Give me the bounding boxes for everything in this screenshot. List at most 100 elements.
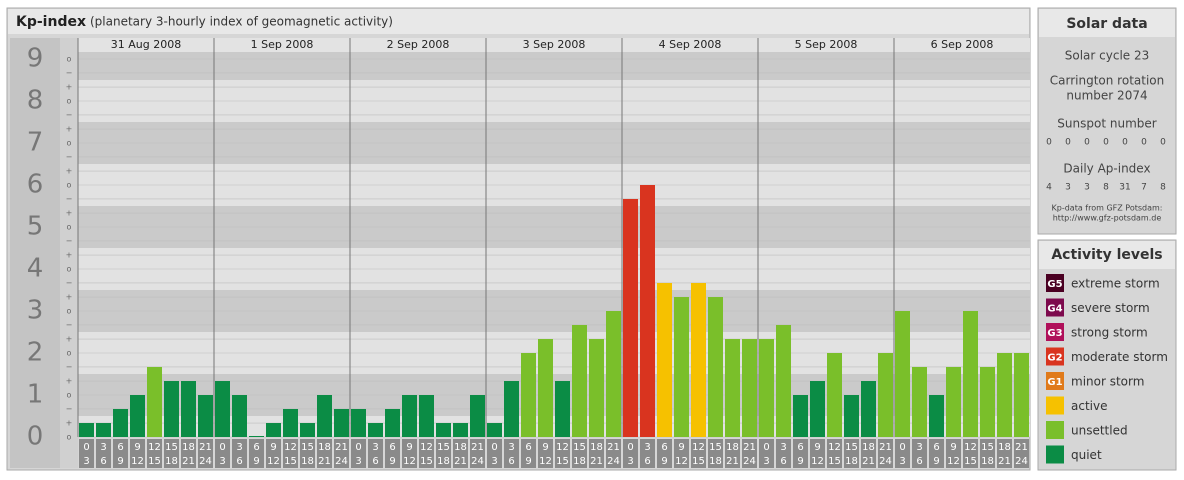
- hour-end: 12: [675, 456, 688, 467]
- bar: [861, 381, 876, 437]
- hour-end: 18: [573, 456, 586, 467]
- hour-cell: [674, 439, 689, 468]
- hour-start: 18: [182, 442, 195, 453]
- hour-start: 0: [355, 442, 361, 453]
- hour-cell: [487, 439, 502, 468]
- hour-start: 6: [253, 442, 259, 453]
- hour-cell: [623, 439, 638, 468]
- hour-end: 15: [284, 456, 297, 467]
- hour-end: 18: [165, 456, 178, 467]
- hour-cell: [640, 439, 655, 468]
- hour-cell: [164, 439, 179, 468]
- minor-tick-label: −: [66, 362, 73, 371]
- hour-start: 21: [471, 442, 484, 453]
- bar: [963, 311, 978, 437]
- hour-end: 12: [267, 456, 280, 467]
- bar: [453, 423, 468, 437]
- hour-cell: [538, 439, 553, 468]
- y-tick-label: 3: [27, 296, 44, 326]
- hour-cell: [827, 439, 842, 468]
- hour-end: 6: [236, 456, 242, 467]
- hour-start: 21: [607, 442, 620, 453]
- date-label: 3 Sep 2008: [523, 38, 586, 51]
- bar: [725, 339, 740, 437]
- hour-end: 3: [899, 456, 905, 467]
- hour-end: 18: [845, 456, 858, 467]
- bar: [266, 423, 281, 437]
- bar: [232, 395, 247, 437]
- solar-cycle: Solar cycle 23: [1065, 49, 1150, 63]
- chart-subtitle: (planetary 3-hourly index of geomagnetic…: [90, 15, 393, 29]
- minor-tick-label: −: [66, 68, 73, 77]
- chart-title: Kp-index: [16, 14, 86, 30]
- legend-swatch: [1046, 445, 1064, 464]
- minor-tick-label: −: [66, 278, 73, 287]
- hour-cell: [844, 439, 859, 468]
- hour-start: 21: [199, 442, 212, 453]
- hour-cell: [130, 439, 145, 468]
- hour-start: 18: [998, 442, 1011, 453]
- hour-cell: [1014, 439, 1029, 468]
- hour-cell: [997, 439, 1012, 468]
- hour-cell: [249, 439, 264, 468]
- bar: [827, 353, 842, 437]
- hour-end: 15: [556, 456, 569, 467]
- bar: [606, 311, 621, 437]
- bar: [96, 423, 111, 437]
- y-tick-label: 5: [27, 212, 44, 242]
- date-label: 31 Aug 2008: [111, 38, 181, 51]
- legend-code: G5: [1047, 279, 1062, 290]
- hour-start: 6: [661, 442, 667, 453]
- hour-start: 0: [219, 442, 225, 453]
- minor-tick-label: +: [66, 377, 73, 386]
- bar: [436, 423, 451, 437]
- legend-swatch: [1046, 274, 1064, 292]
- hour-end: 9: [797, 456, 803, 467]
- bar: [385, 408, 400, 437]
- hour-cell: [181, 439, 196, 468]
- hour-cell: [589, 439, 604, 468]
- bar: [912, 366, 927, 437]
- hour-start: 15: [981, 442, 994, 453]
- bar: [147, 366, 162, 437]
- hour-end: 6: [644, 456, 650, 467]
- sunspot-value: 0: [1065, 138, 1071, 148]
- hour-end: 3: [627, 456, 633, 467]
- bar: [113, 408, 128, 437]
- hour-start: 9: [134, 442, 140, 453]
- solar-title: Solar data: [1066, 16, 1147, 32]
- hour-cell: [929, 439, 944, 468]
- legend-code: G3: [1047, 328, 1062, 339]
- hour-end: 24: [607, 456, 620, 467]
- legend-code: G4: [1047, 304, 1062, 315]
- hour-start: 6: [525, 442, 531, 453]
- hour-cell: [708, 439, 723, 468]
- hour-start: 9: [678, 442, 684, 453]
- ap-value: 8: [1160, 183, 1166, 193]
- hour-cell: [436, 439, 451, 468]
- carrington: Carrington rotation: [1050, 74, 1164, 88]
- bar: [980, 366, 995, 437]
- hour-end: 24: [199, 456, 212, 467]
- hour-end: 3: [355, 456, 361, 467]
- ap-title: Daily Ap-index: [1063, 162, 1150, 176]
- ap-value: 7: [1141, 183, 1147, 193]
- bar: [419, 395, 434, 437]
- carrington: number 2074: [1066, 89, 1147, 103]
- minor-tick-label: +: [66, 419, 73, 428]
- hour-end: 12: [539, 456, 552, 467]
- hour-cell: [657, 439, 672, 468]
- hour-start: 18: [590, 442, 603, 453]
- activity-title-bg: [1039, 241, 1175, 269]
- bar: [402, 395, 417, 437]
- y-tick-label: 8: [27, 86, 44, 116]
- hour-cell: [351, 439, 366, 468]
- hour-cell: [317, 439, 332, 468]
- hour-end: 9: [389, 456, 395, 467]
- hour-start: 9: [542, 442, 548, 453]
- sunspot-value: 0: [1141, 138, 1147, 148]
- hour-end: 3: [491, 456, 497, 467]
- bar: [521, 353, 536, 437]
- bar: [283, 408, 298, 437]
- hour-end: 21: [726, 456, 739, 467]
